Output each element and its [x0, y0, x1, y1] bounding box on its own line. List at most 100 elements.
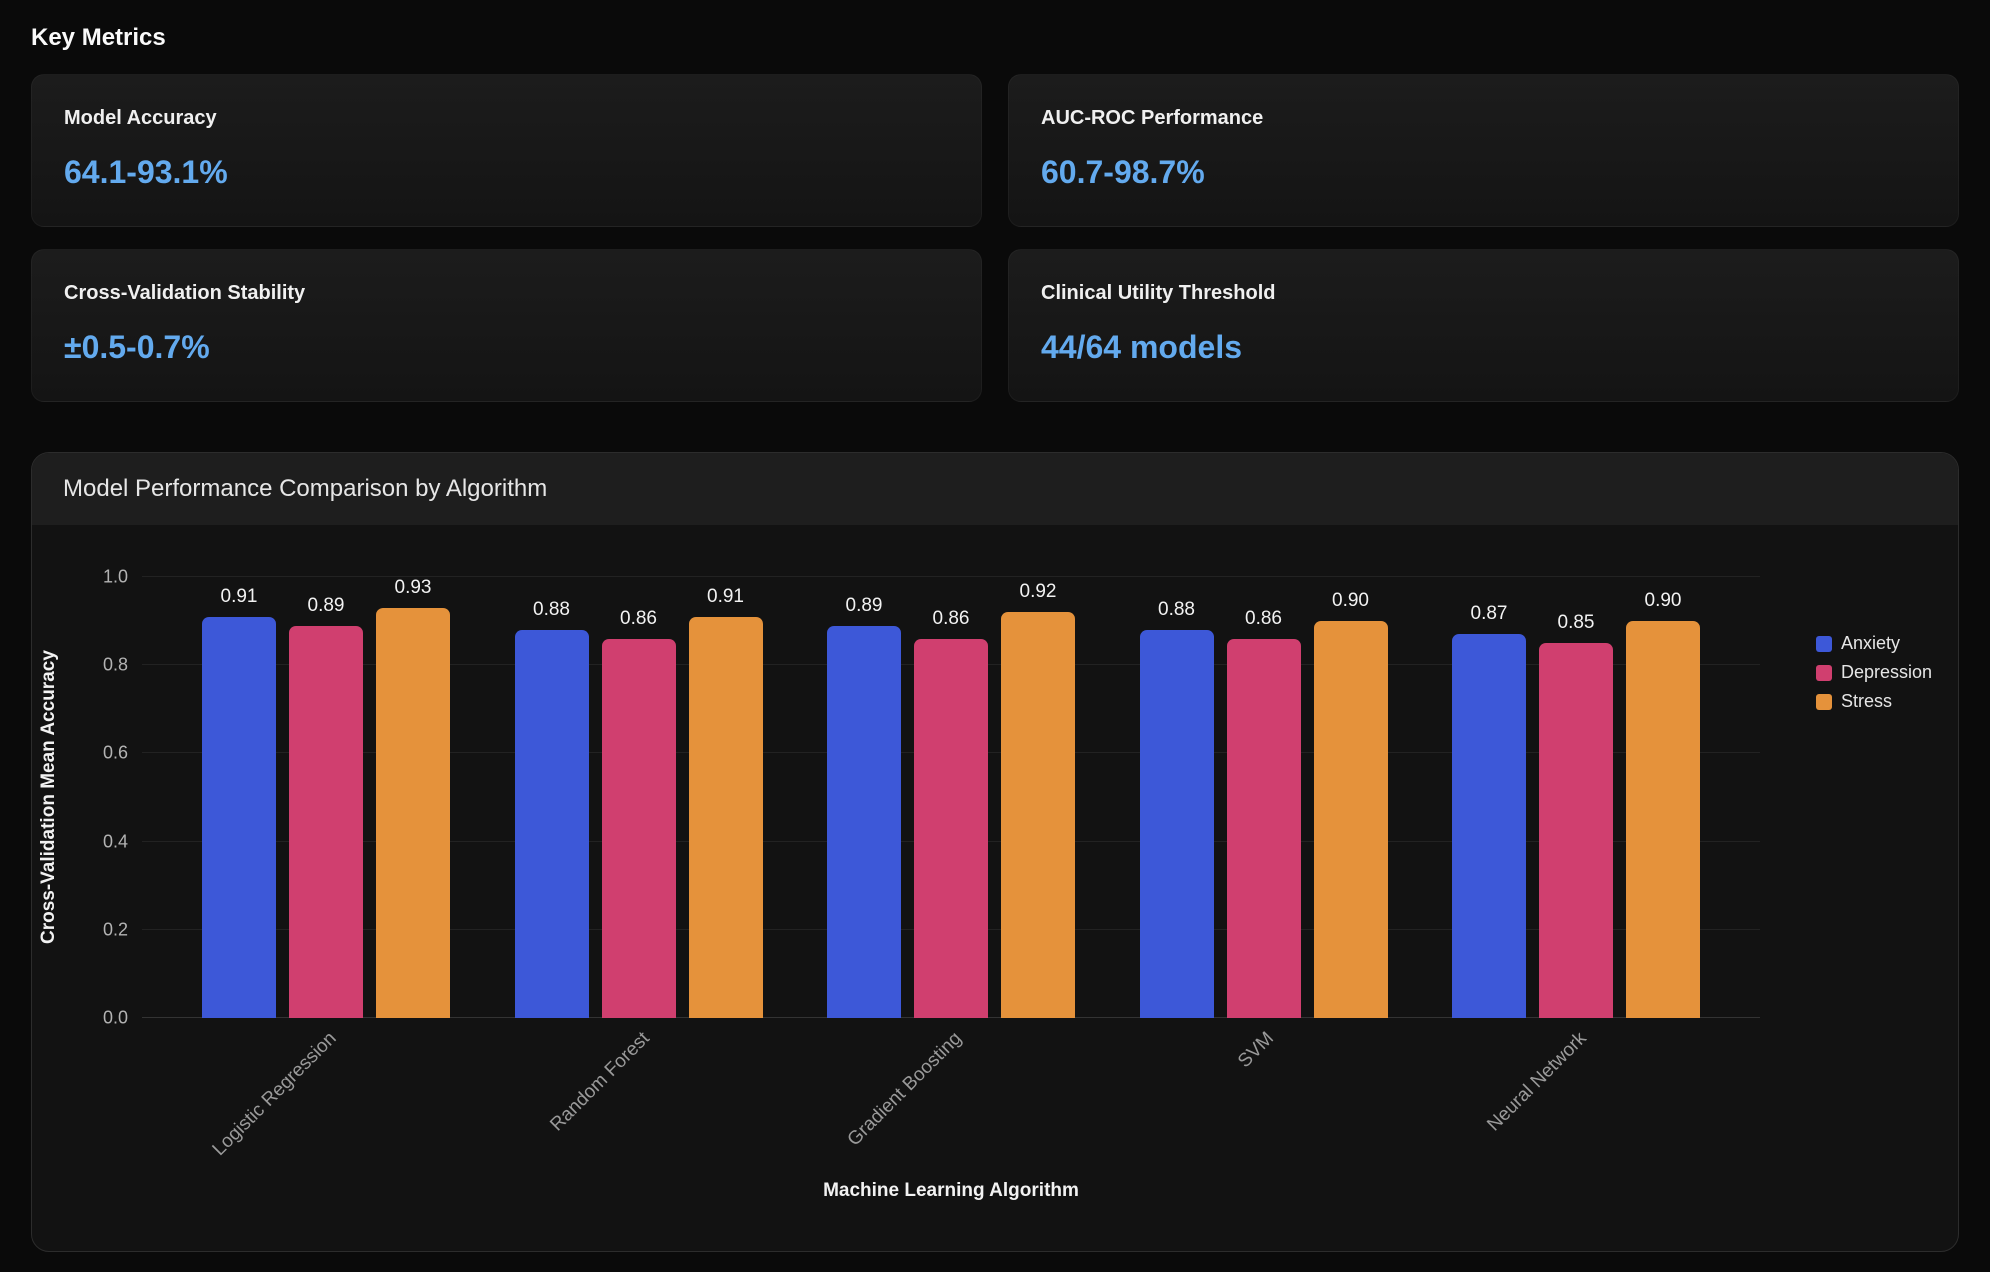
bar-groups: 0.91 0.89 0.93 0.88 0.86 0.91 0.89 0.86 0.92 0.88…	[142, 577, 1760, 1018]
plot-area: Cross-Validation Mean Accuracy 0.0 0.2 0.4…	[38, 567, 1760, 1028]
bar-depression	[1226, 638, 1301, 1018]
bar-value-label: 0.86	[620, 607, 657, 629]
x-category-cell: Neural Network	[1452, 1018, 1700, 1178]
chart-legend: Anxiety Depression Stress	[1815, 633, 1932, 712]
x-category-cell: Logistic Regression	[202, 1018, 450, 1178]
bar-cell: 0.85	[1539, 577, 1613, 1018]
bar-stress	[688, 616, 763, 1018]
bar-cell: 0.89	[827, 577, 901, 1018]
bar-cell: 0.86	[1226, 577, 1301, 1018]
x-category-label: Logistic Regression	[208, 1028, 341, 1161]
bar-cell: 0.89	[289, 577, 363, 1018]
bar-cell: 0.92	[1001, 577, 1075, 1018]
legend-label: Depression	[1840, 662, 1932, 682]
bar-depression	[601, 638, 676, 1018]
bar-cell: 0.90	[1626, 577, 1700, 1018]
y-tick-label: 1.0	[102, 566, 128, 587]
bar-cell: 0.91	[688, 577, 763, 1018]
x-category-cell: Gradient Boosting	[827, 1018, 1075, 1178]
metric-value: 60.7-98.7%	[1041, 154, 1205, 190]
bar-stress	[1001, 612, 1075, 1018]
bar-cell: 0.90	[1313, 577, 1388, 1018]
bar-anxiety	[827, 625, 901, 1018]
legend-label: Anxiety	[1840, 633, 1900, 653]
y-axis-title: Cross-Validation Mean Accuracy	[38, 650, 59, 945]
x-category-cell: Random Forest	[515, 1018, 763, 1178]
x-axis-labels: Logistic Regression Random Forest Gradient…	[142, 1018, 1760, 1178]
bar-value-label: 0.85	[1557, 612, 1595, 634]
metric-label: AUC-ROC Performance	[1041, 107, 1264, 129]
metric-card-clinical-utility: Clinical Utility Threshold 44/64 models	[1008, 249, 1959, 402]
metrics-grid: Model Accuracy 64.1-93.1% AUC-ROC Perfor…	[31, 74, 1959, 402]
bar-value-label: 0.88	[1158, 598, 1195, 620]
metric-label: Clinical Utility Threshold	[1041, 282, 1276, 304]
metric-card-model-accuracy: Model Accuracy 64.1-93.1%	[31, 74, 982, 227]
x-category-label: SVM	[1234, 1028, 1279, 1072]
bar-value-label: 0.86	[1245, 607, 1282, 629]
y-tick-label: 0.2	[102, 919, 128, 940]
metric-label: Model Accuracy	[64, 107, 217, 129]
metric-value: 44/64 models	[1041, 329, 1242, 365]
bar-value-label: 0.89	[307, 594, 345, 616]
legend-label: Stress	[1840, 691, 1892, 711]
bar-value-label: 0.90	[1644, 590, 1682, 612]
legend-swatch-stress	[1815, 693, 1832, 710]
metric-value: 64.1-93.1%	[64, 154, 228, 190]
metric-label: Cross-Validation Stability	[64, 282, 306, 304]
bar-value-label: 0.91	[220, 585, 258, 607]
legend-item: Anxiety	[1815, 633, 1932, 654]
bar-cell: 0.88	[1139, 577, 1214, 1018]
bar-depression	[1539, 643, 1613, 1018]
bar-anxiety	[1139, 629, 1214, 1018]
bar-value-label: 0.88	[533, 598, 570, 620]
metric-card-auc-roc: AUC-ROC Performance 60.7-98.7%	[1008, 74, 1959, 227]
bar-cell: 0.88	[514, 577, 589, 1018]
bar-anxiety	[1452, 634, 1526, 1018]
bar-cell: 0.86	[914, 577, 988, 1018]
bar-depression	[914, 638, 988, 1018]
x-category-cell: SVM	[1140, 1018, 1388, 1178]
y-tick-label: 0.8	[102, 654, 128, 675]
y-tick-label: 0.4	[102, 831, 128, 852]
y-tick-label: 0.6	[102, 742, 128, 763]
bar-value-label: 0.90	[1332, 590, 1369, 612]
x-category-label: Random Forest	[545, 1028, 654, 1136]
bar-value-label: 0.91	[707, 585, 744, 607]
metric-value: ±0.5-0.7%	[64, 329, 210, 365]
bar-value-label: 0.93	[394, 577, 432, 598]
bar-cell: 0.87	[1452, 577, 1526, 1018]
bar-cell: 0.93	[376, 577, 450, 1018]
legend-swatch-depression	[1815, 664, 1832, 681]
x-category-label: Gradient Boosting	[843, 1028, 966, 1151]
bar-value-label: 0.89	[845, 594, 883, 616]
bar-value-label: 0.86	[932, 607, 970, 629]
bar-group: 0.91 0.89 0.93	[202, 577, 450, 1018]
legend-item: Stress	[1815, 691, 1932, 712]
bar-group: 0.89 0.86 0.92	[827, 577, 1075, 1018]
chart-panel: Model Performance Comparison by Algorith…	[31, 452, 1959, 1252]
bar-cell: 0.91	[202, 577, 276, 1018]
chart-body: Cross-Validation Mean Accuracy 0.0 0.2 0.4…	[32, 567, 1958, 1251]
page-title: Key Metrics	[31, 24, 166, 51]
y-tick-label: 0.0	[102, 1007, 128, 1028]
bar-group: 0.87 0.85 0.90	[1452, 577, 1700, 1018]
x-category-label: Neural Network	[1483, 1028, 1591, 1136]
bar-depression	[289, 625, 363, 1018]
bar-cell: 0.86	[601, 577, 676, 1018]
gridline	[142, 576, 1760, 577]
bar-stress	[1626, 621, 1700, 1018]
legend-item: Depression	[1815, 662, 1932, 683]
bar-anxiety	[202, 616, 276, 1018]
bar-value-label: 0.92	[1019, 581, 1057, 603]
bar-value-label: 0.87	[1470, 603, 1508, 625]
bar-anxiety	[514, 629, 589, 1018]
chart-title: Model Performance Comparison by Algorith…	[63, 475, 548, 502]
bar-group: 0.88 0.86 0.91	[514, 577, 763, 1018]
legend-swatch-anxiety	[1815, 635, 1832, 652]
bar-stress	[376, 608, 450, 1018]
x-axis-title: Machine Learning Algorithm	[823, 1180, 1079, 1201]
bar-stress	[1313, 621, 1388, 1018]
bar-group: 0.88 0.86 0.90	[1139, 577, 1388, 1018]
metric-card-cv-stability: Cross-Validation Stability ±0.5-0.7%	[31, 249, 982, 402]
